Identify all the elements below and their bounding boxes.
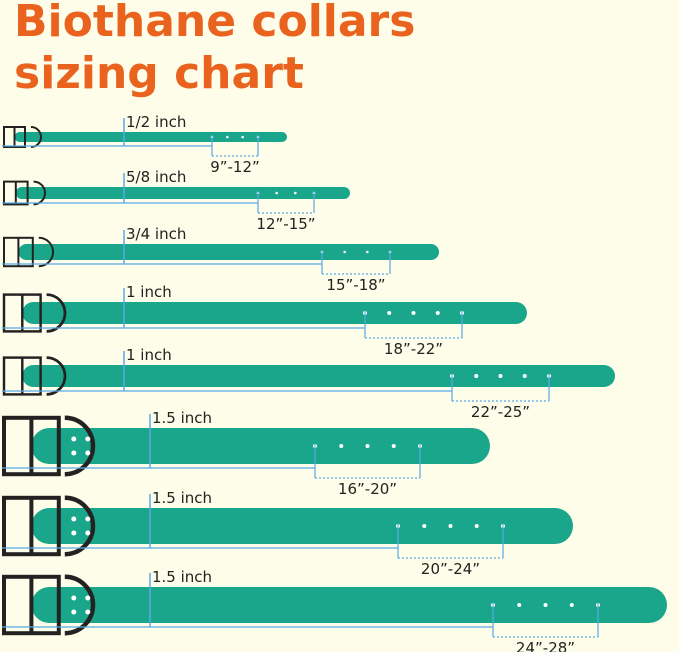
d-ring bbox=[64, 415, 96, 477]
hole bbox=[411, 311, 416, 315]
size-label: 16”-20” bbox=[338, 480, 397, 498]
strap bbox=[31, 508, 573, 544]
hole bbox=[226, 135, 229, 139]
d-ring bbox=[46, 293, 67, 333]
width-label: 3/4 inch bbox=[126, 225, 186, 243]
rivet bbox=[85, 516, 91, 522]
rivet bbox=[85, 530, 91, 536]
hole bbox=[387, 311, 392, 315]
width-label: 1/2 inch bbox=[126, 113, 186, 131]
rivet bbox=[85, 436, 91, 442]
rivet bbox=[71, 595, 77, 601]
strap bbox=[22, 365, 616, 387]
d-ring bbox=[46, 356, 67, 396]
width-label: 1.5 inch bbox=[152, 568, 212, 586]
size-label: 15”-18” bbox=[326, 276, 385, 294]
size-label: 20”-24” bbox=[421, 560, 480, 578]
rivet bbox=[71, 436, 77, 442]
width-label: 1.5 inch bbox=[152, 409, 212, 427]
strap bbox=[15, 187, 351, 199]
size-label: 9”-12” bbox=[210, 158, 260, 176]
hole bbox=[391, 444, 396, 448]
title-line: Biothane collars bbox=[14, 0, 415, 47]
strap bbox=[31, 587, 667, 623]
hole bbox=[365, 444, 370, 448]
rivet bbox=[85, 609, 91, 615]
size-label: 12”-15” bbox=[256, 215, 315, 233]
strap bbox=[31, 428, 491, 464]
hole bbox=[339, 444, 344, 448]
d-ring bbox=[38, 236, 54, 268]
rivet bbox=[71, 516, 77, 522]
hole bbox=[474, 524, 479, 528]
strap bbox=[14, 132, 287, 142]
rivet bbox=[85, 595, 91, 601]
hole bbox=[543, 603, 548, 607]
rivet bbox=[85, 450, 91, 456]
width-label: 5/8 inch bbox=[126, 168, 186, 186]
width-label: 1.5 inch bbox=[152, 489, 212, 507]
strap bbox=[18, 244, 440, 260]
hole bbox=[294, 191, 297, 195]
hole bbox=[241, 135, 244, 139]
rivet bbox=[71, 530, 77, 536]
hole bbox=[343, 250, 346, 254]
hole bbox=[422, 524, 427, 528]
rivet bbox=[71, 450, 77, 456]
size-label: 24”-28” bbox=[516, 639, 575, 652]
width-label: 1 inch bbox=[126, 346, 172, 364]
hole bbox=[435, 311, 440, 315]
strap bbox=[22, 302, 528, 324]
d-ring bbox=[64, 574, 96, 636]
hole bbox=[366, 250, 369, 254]
hole bbox=[498, 374, 503, 378]
hole bbox=[448, 524, 453, 528]
width-label: 1 inch bbox=[126, 283, 172, 301]
hole bbox=[569, 603, 574, 607]
size-label: 18”-22” bbox=[384, 340, 443, 358]
rivet bbox=[71, 609, 77, 615]
hole bbox=[474, 374, 479, 378]
hole bbox=[275, 191, 278, 195]
hole bbox=[522, 374, 527, 378]
size-label: 22”-25” bbox=[471, 403, 530, 421]
title-line: sizing chart bbox=[14, 48, 304, 99]
hole bbox=[517, 603, 522, 607]
d-ring bbox=[64, 495, 96, 557]
